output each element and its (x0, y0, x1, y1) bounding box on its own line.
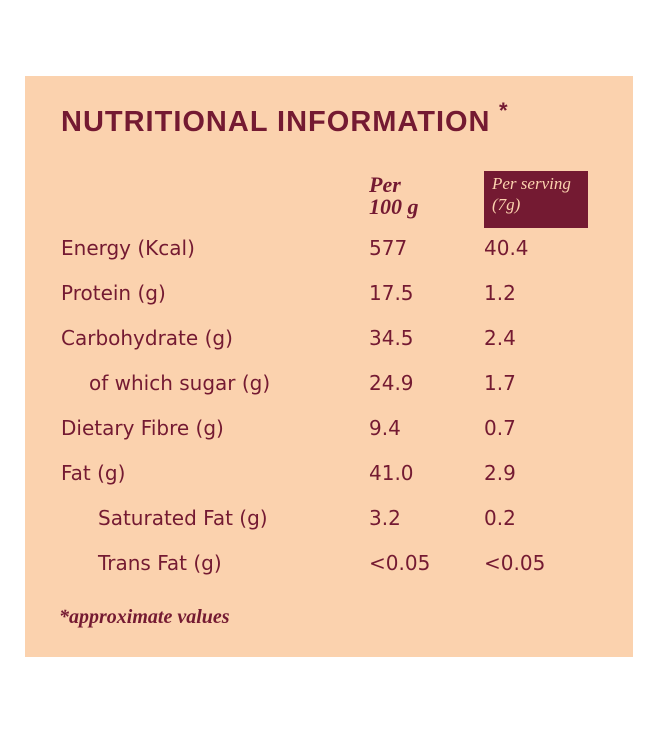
title-text: NUTRITIONAL INFORMATION (61, 106, 491, 138)
row-label: Protein (g) (61, 281, 166, 305)
column-header-per-100g-line1: Per (369, 172, 401, 197)
row-label: of which sugar (g) (89, 371, 271, 395)
row-label: Dietary Fibre (g) (61, 416, 224, 440)
column-header-per-100g-line2: 100 g (369, 194, 419, 219)
nutrition-row-dietary-fibre: Dietary Fibre (g) 9.4 0.7 (25, 416, 633, 446)
row-value-per-100g: 24.9 (369, 371, 414, 395)
row-value-per-serving: <0.05 (484, 551, 546, 575)
nutrition-row-sugar: of which sugar (g) 24.9 1.7 (25, 371, 633, 401)
row-value-per-100g: 3.2 (369, 506, 401, 530)
nutrition-title: NUTRITIONAL INFORMATION * (61, 98, 508, 139)
nutrition-panel: NUTRITIONAL INFORMATION * Per 100 g Per … (25, 76, 633, 657)
footnote: *approximate values (59, 606, 230, 628)
nutrition-row-energy: Energy (Kcal) 577 40.4 (25, 236, 633, 266)
row-value-per-serving: 2.4 (484, 326, 516, 350)
row-value-per-100g: 17.5 (369, 281, 414, 305)
row-value-per-100g: 34.5 (369, 326, 414, 350)
row-value-per-serving: 1.7 (484, 371, 516, 395)
row-label: Saturated Fat (g) (98, 506, 268, 530)
nutrition-row-saturated-fat: Saturated Fat (g) 3.2 0.2 (25, 506, 633, 536)
row-label: Carbohydrate (g) (61, 326, 233, 350)
row-value-per-serving: 2.9 (484, 461, 516, 485)
row-label: Energy (Kcal) (61, 236, 195, 260)
row-label: Fat (g) (61, 461, 126, 485)
title-asterisk: * (498, 98, 509, 123)
nutrition-row-fat: Fat (g) 41.0 2.9 (25, 461, 633, 491)
column-header-per-serving-line1: Per serving (492, 174, 571, 193)
row-value-per-serving: 1.2 (484, 281, 516, 305)
column-header-per-100g: Per 100 g (369, 174, 419, 218)
column-header-per-serving-line2: (7g) (492, 195, 521, 214)
nutrition-row-protein: Protein (g) 17.5 1.2 (25, 281, 633, 311)
row-value-per-serving: 0.2 (484, 506, 516, 530)
row-value-per-100g: 41.0 (369, 461, 414, 485)
nutrition-row-trans-fat: Trans Fat (g) <0.05 <0.05 (25, 551, 633, 581)
row-value-per-serving: 0.7 (484, 416, 516, 440)
row-value-per-serving: 40.4 (484, 236, 529, 260)
row-value-per-100g: <0.05 (369, 551, 431, 575)
column-header-per-serving: Per serving (7g) (484, 171, 588, 228)
nutrition-row-carbohydrate: Carbohydrate (g) 34.5 2.4 (25, 326, 633, 356)
row-value-per-100g: 577 (369, 236, 408, 260)
row-value-per-100g: 9.4 (369, 416, 401, 440)
row-label: Trans Fat (g) (98, 551, 222, 575)
